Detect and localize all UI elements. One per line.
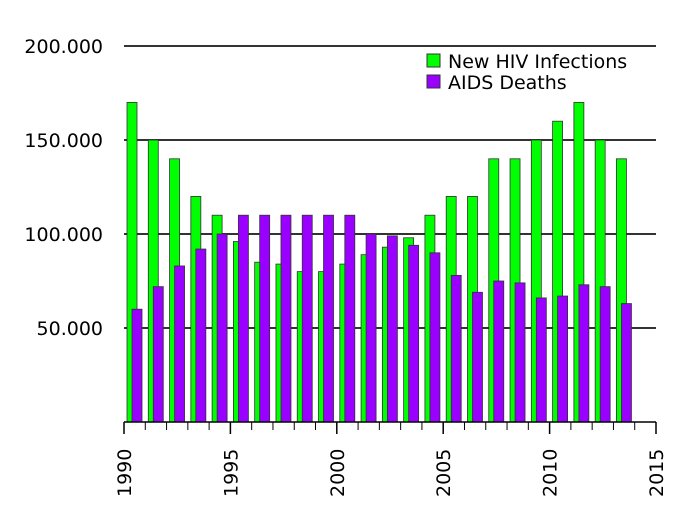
bar-aids-deaths [152, 286, 164, 423]
bar-aids-deaths [237, 214, 249, 423]
y-tick-label: 100.000 [24, 224, 103, 246]
bar-aids-deaths [450, 274, 462, 423]
axes: 50.000 100.000 150.000 200.000 1990 1995 2000 2… [24, 36, 668, 497]
bar-aids-deaths [429, 252, 441, 423]
bar-aids-deaths [259, 214, 271, 423]
y-tick-label: 150.000 [24, 130, 103, 152]
x-tick-label: 2015 [646, 449, 668, 497]
bar-aids-deaths [301, 214, 313, 423]
legend-label: New HIV Infections [448, 51, 627, 73]
bar-aids-deaths [174, 265, 185, 423]
bar-aids-deaths [557, 295, 568, 423]
bar-aids-deaths [216, 233, 228, 423]
bar-aids-deaths [535, 297, 547, 423]
legend-label: AIDS Deaths [448, 72, 567, 94]
x-tick-label: 2010 [540, 449, 562, 497]
bar-aids-deaths [493, 280, 505, 423]
bar-aids-deaths [386, 235, 398, 423]
legend-swatch-aids-deaths [426, 74, 441, 89]
x-tick-label: 1990 [114, 449, 136, 497]
bar-aids-deaths [280, 214, 292, 423]
bar-aids-deaths [578, 284, 590, 423]
legend-swatch-new-hiv-infections [426, 53, 441, 68]
bar-aids-deaths [131, 308, 143, 423]
bar-aids-deaths [365, 233, 377, 423]
bar-aids-deaths [195, 248, 207, 423]
bars [126, 102, 632, 423]
bar-aids-deaths [472, 291, 483, 423]
x-tick-label: 2005 [433, 449, 455, 497]
bar-aids-deaths [408, 244, 420, 423]
x-tick-label: 1995 [220, 449, 242, 497]
y-tick-label: 200.000 [24, 36, 103, 58]
bar-aids-deaths [323, 214, 334, 423]
x-tick-label: 2000 [327, 449, 349, 497]
bar-aids-deaths [621, 303, 632, 423]
bar-aids-deaths [344, 214, 356, 423]
y-tick-label: 50.000 [37, 318, 103, 340]
bar-aids-deaths [514, 282, 526, 423]
bar-aids-deaths [599, 286, 611, 423]
